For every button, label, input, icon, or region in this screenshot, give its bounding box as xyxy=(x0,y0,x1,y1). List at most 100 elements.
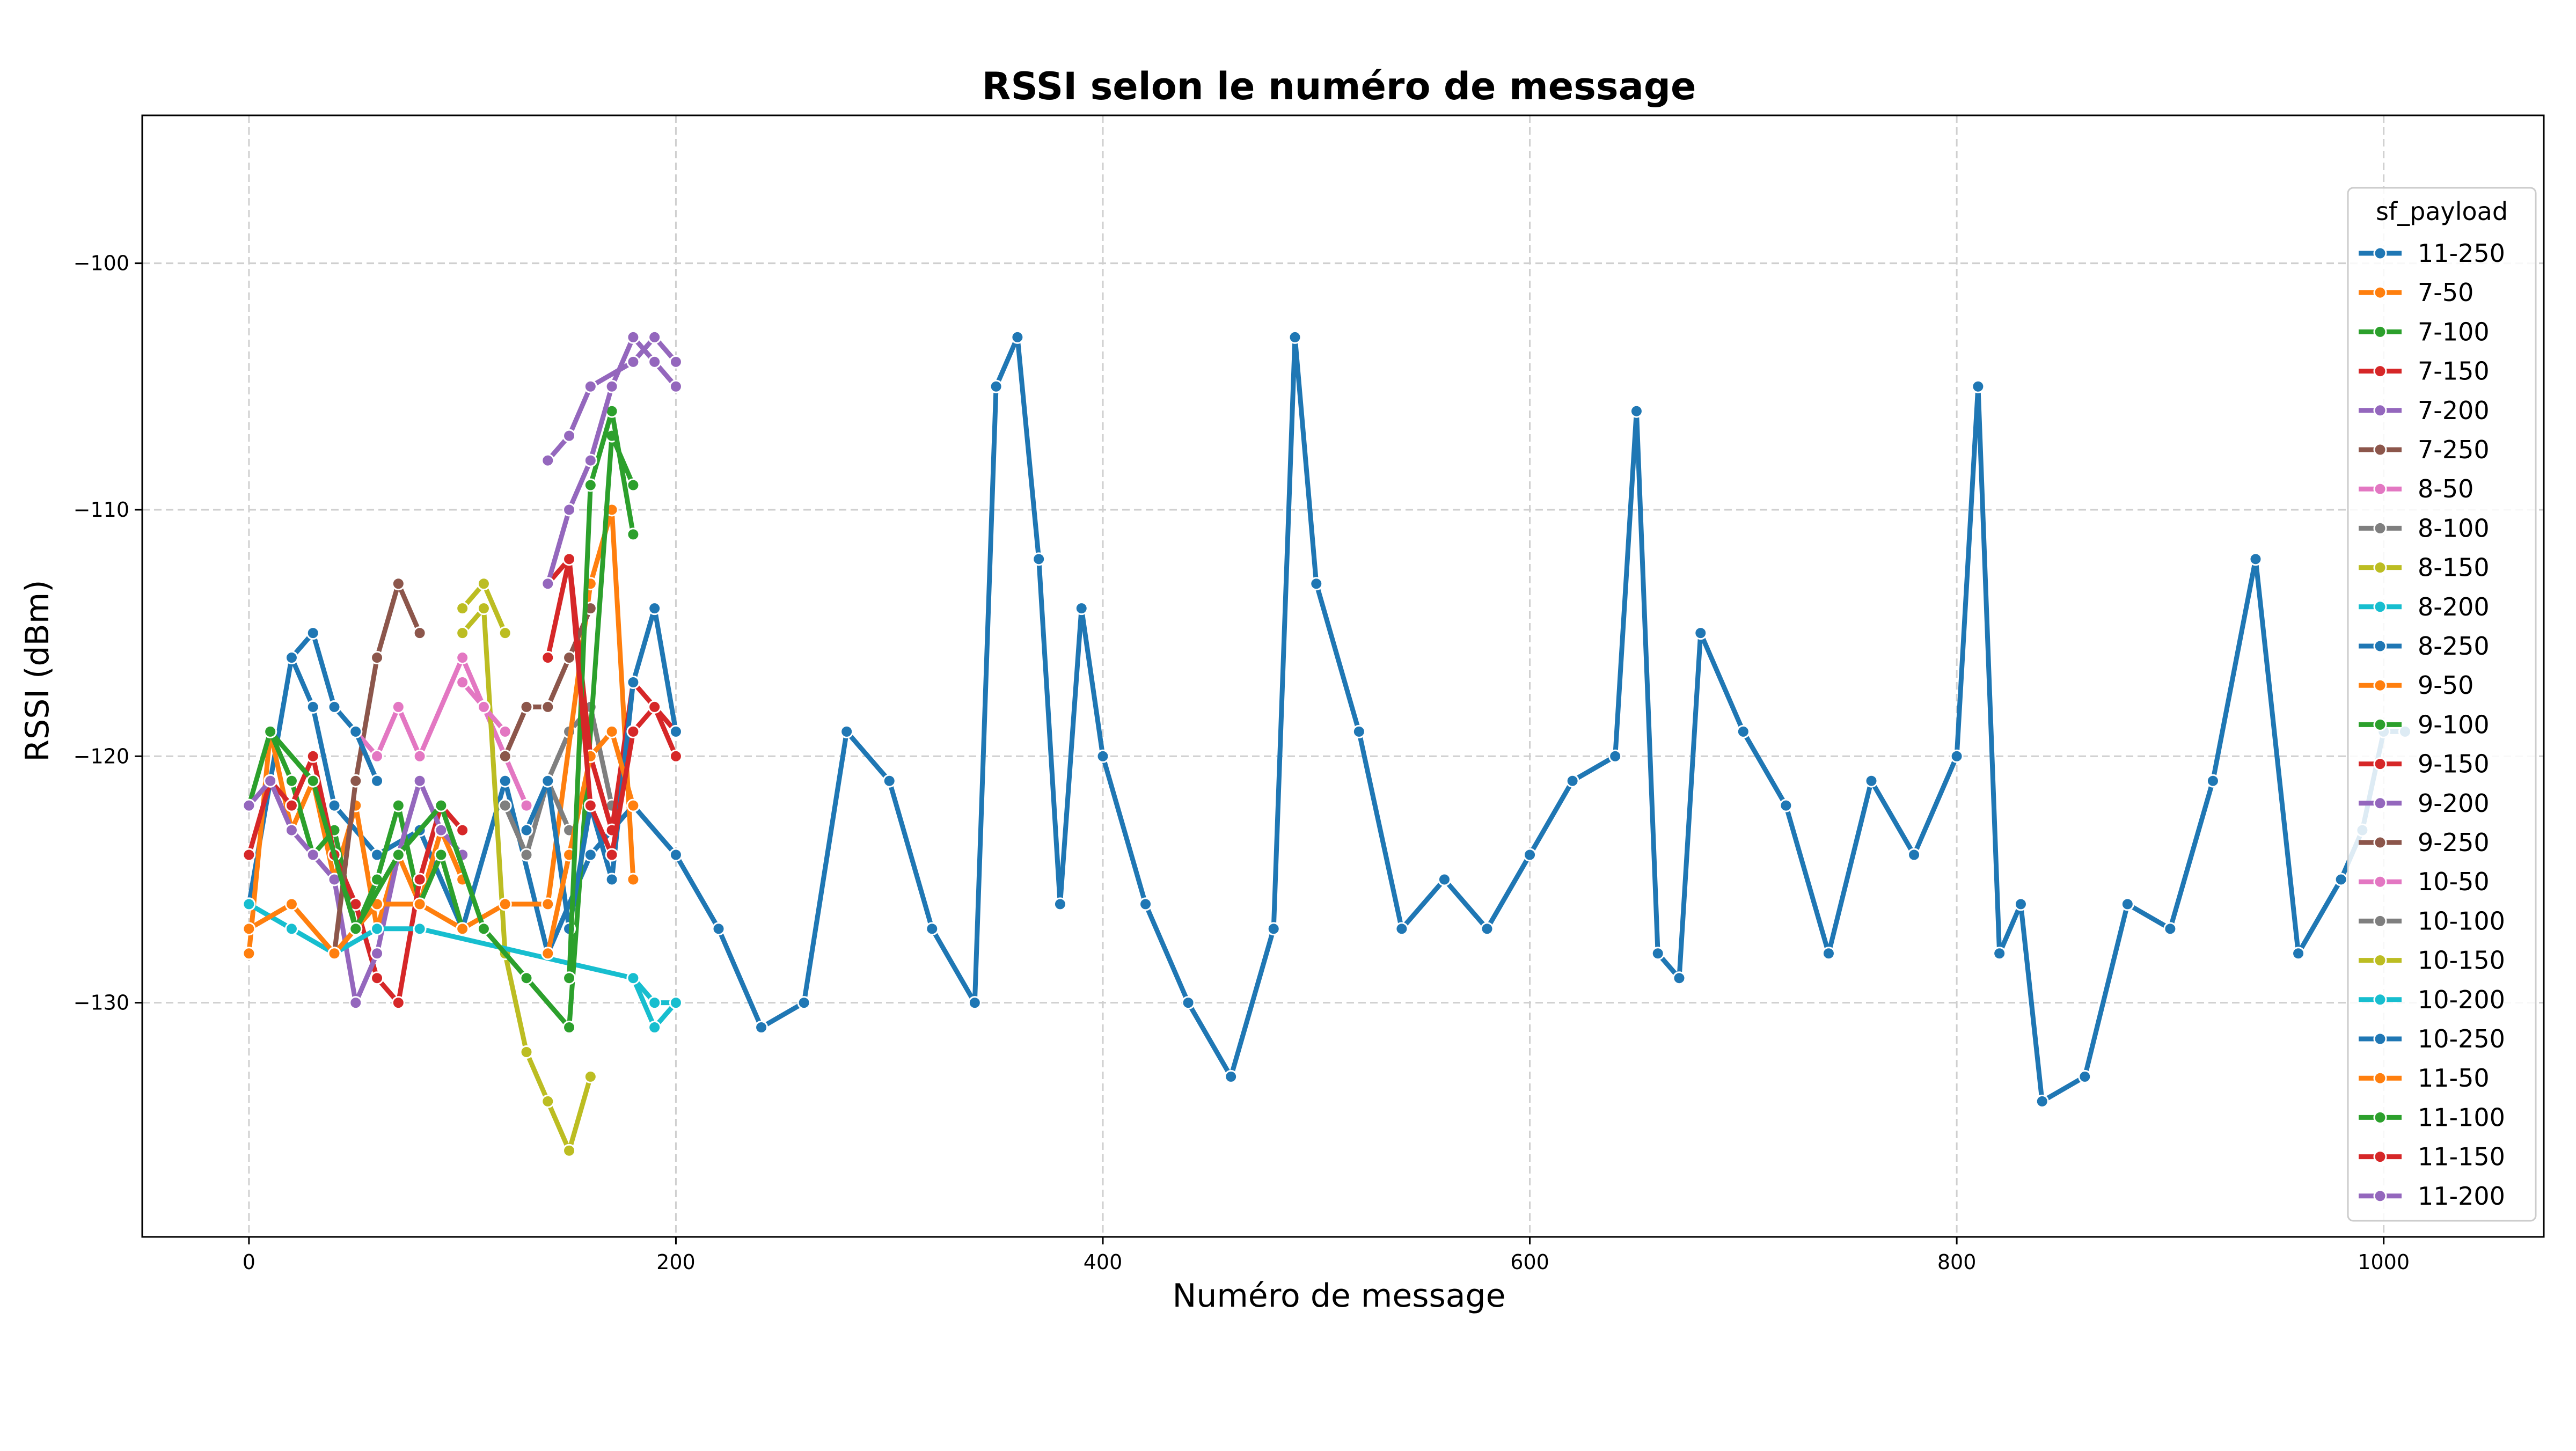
data-point xyxy=(669,848,683,862)
y-tick-label: −120 xyxy=(74,744,129,768)
data-point xyxy=(1096,749,1110,763)
data-point xyxy=(989,379,1003,393)
data-point xyxy=(583,453,597,467)
series-10-200 xyxy=(626,971,683,1010)
data-point xyxy=(626,478,640,492)
data-point xyxy=(284,922,298,936)
data-point xyxy=(648,996,662,1010)
legend-item: 9-100 xyxy=(2359,710,2490,739)
data-point xyxy=(242,848,256,862)
data-point xyxy=(626,873,640,886)
data-point xyxy=(562,552,576,566)
legend-item: 7-50 xyxy=(2359,278,2473,307)
data-point xyxy=(413,626,427,640)
data-point xyxy=(1672,971,1686,985)
data-point xyxy=(1011,330,1024,344)
data-point xyxy=(2120,897,2134,911)
data-point xyxy=(648,355,662,369)
legend-marker xyxy=(2373,914,2387,928)
series-9-100 xyxy=(264,429,640,1035)
legend-label: 9-50 xyxy=(2418,671,2473,700)
data-point xyxy=(626,355,640,369)
data-point xyxy=(370,774,384,788)
data-point xyxy=(498,897,512,911)
series-11-50 xyxy=(541,724,640,961)
legend-item: 11-150 xyxy=(2359,1142,2505,1171)
data-point xyxy=(370,971,384,985)
series-11-150 xyxy=(541,552,683,862)
data-point xyxy=(498,774,512,788)
data-point xyxy=(626,527,640,541)
data-point xyxy=(2078,1069,2092,1083)
data-point xyxy=(626,724,640,738)
data-point xyxy=(562,503,576,517)
legend-marker xyxy=(2373,285,2387,299)
legend-item: 9-50 xyxy=(2359,671,2473,700)
data-point xyxy=(541,1094,555,1108)
data-point xyxy=(562,429,576,443)
data-point xyxy=(434,823,448,837)
data-point xyxy=(349,922,363,936)
legend-label: 11-250 xyxy=(2418,239,2505,268)
data-point xyxy=(1629,404,1643,418)
legend-label: 11-200 xyxy=(2418,1182,2505,1211)
legend-marker xyxy=(2373,364,2387,378)
legend-marker xyxy=(2373,678,2387,692)
legend-marker xyxy=(2373,717,2387,731)
y-axis-label: RSSI (dBm) xyxy=(19,580,56,761)
data-point xyxy=(1480,922,1494,936)
data-point xyxy=(1779,798,1793,812)
data-point xyxy=(391,848,405,862)
data-point xyxy=(541,774,555,788)
data-point xyxy=(1309,577,1323,591)
data-point xyxy=(456,675,470,689)
data-point xyxy=(264,724,277,738)
data-point xyxy=(456,651,470,665)
legend-marker xyxy=(2373,482,2387,496)
data-point xyxy=(349,774,363,788)
data-point xyxy=(456,922,470,936)
legend-label: 10-150 xyxy=(2418,946,2505,975)
data-point xyxy=(1950,749,1964,763)
data-point xyxy=(391,700,405,714)
data-point xyxy=(434,848,448,862)
series-11-100 xyxy=(562,404,640,985)
legend-item: 10-50 xyxy=(2359,867,2490,896)
legend-item: 7-100 xyxy=(2359,317,2490,346)
series-line xyxy=(247,902,678,1030)
data-point xyxy=(882,774,896,788)
data-point xyxy=(541,577,555,591)
data-point xyxy=(2292,947,2306,961)
data-point xyxy=(626,971,640,985)
data-point xyxy=(306,700,320,714)
legend-label: 7-150 xyxy=(2418,357,2490,386)
data-point xyxy=(755,1021,769,1035)
series-line xyxy=(503,778,572,858)
data-point xyxy=(370,947,384,961)
legend-label: 11-150 xyxy=(2418,1142,2505,1171)
series-10-150 xyxy=(456,577,512,640)
series-8-250 xyxy=(284,626,384,788)
data-point xyxy=(519,848,533,862)
series-line xyxy=(354,655,529,807)
legend: sf_payload 11-250 7-50 7-100 7-150 7-200 7-250… xyxy=(2347,187,2537,1222)
x-tick-label: 200 xyxy=(656,1250,696,1274)
legend-marker xyxy=(2373,325,2387,339)
data-point xyxy=(1181,996,1195,1010)
data-point xyxy=(413,922,427,936)
data-point xyxy=(327,700,341,714)
data-point xyxy=(669,724,683,738)
legend-item: 9-250 xyxy=(2359,828,2490,857)
data-point xyxy=(1993,947,2007,961)
legend-item: 8-150 xyxy=(2359,553,2490,582)
data-point xyxy=(370,749,384,763)
data-point xyxy=(242,947,256,961)
y-tick-label: −110 xyxy=(74,498,129,522)
data-point xyxy=(349,724,363,738)
legend-marker xyxy=(2373,875,2387,889)
series-7-150 xyxy=(242,749,470,1010)
data-point xyxy=(284,651,298,665)
data-point xyxy=(306,848,320,862)
